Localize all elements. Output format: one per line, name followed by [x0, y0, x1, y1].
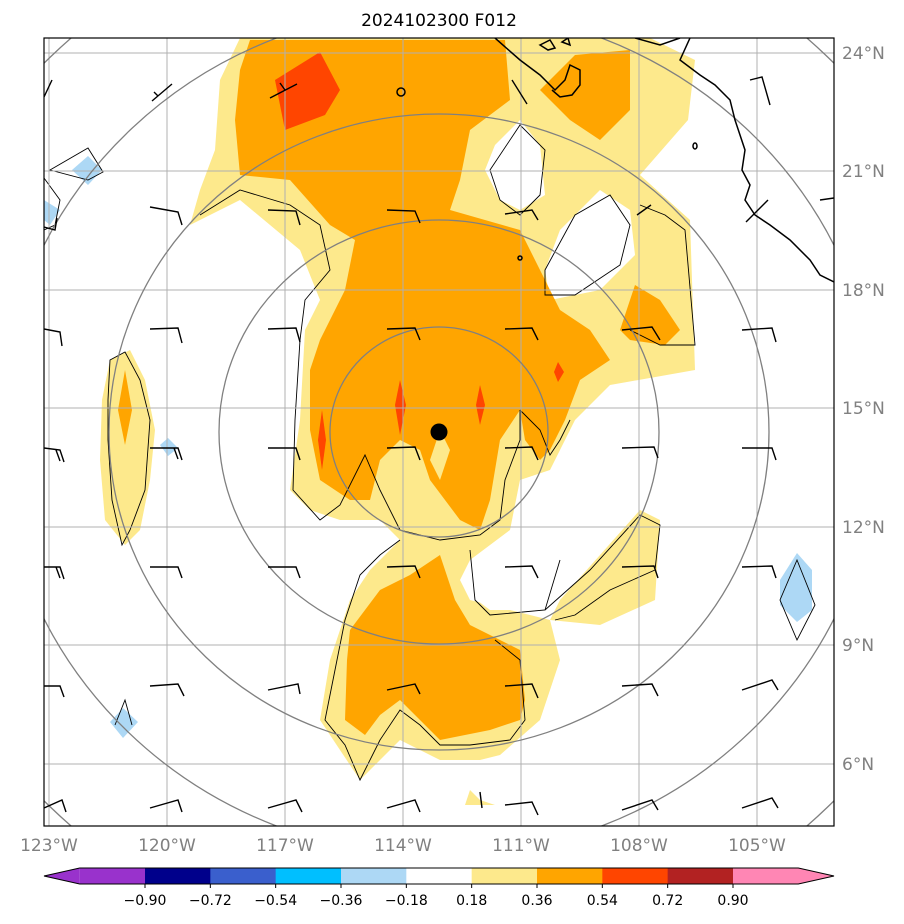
red-region-east [554, 362, 564, 382]
colorbar-tick-label: −0.36 [320, 893, 363, 909]
lon-label: 105°W [728, 836, 786, 856]
coastline [396, 38, 834, 283]
blue-region-4 [780, 553, 812, 622]
colorbar-segments [44, 868, 834, 884]
colorbar-bin [275, 868, 342, 884]
blue-region-3 [160, 438, 178, 456]
yellow-region-south [465, 790, 495, 805]
colorbar-tick-label: 0.36 [521, 893, 552, 909]
zero-contours [44, 124, 816, 782]
center-yellow-hole [430, 430, 450, 480]
colorbar-tick-label: 0.72 [652, 893, 683, 909]
wind-barbs [44, 76, 779, 816]
red-region-center-2 [476, 385, 485, 425]
colorbar: −0.90 −0.72 −0.54 −0.36 −0.18 0.18 0.36 0.54 0.7… [43, 867, 835, 909]
map-title: 2024102300 F012 [361, 11, 517, 31]
blue-region-2 [44, 200, 60, 225]
colorbar-tick-label: 0.54 [587, 893, 618, 909]
colorbar-tick-label: 0.18 [456, 893, 487, 909]
map-frame [43, 37, 835, 827]
white-hole-1 [485, 120, 545, 210]
yellow-region-west [100, 350, 155, 545]
lon-label: 111°W [492, 836, 550, 856]
orange-region-south [345, 555, 525, 740]
colorbar-bin [667, 868, 734, 884]
lon-label: 117°W [256, 836, 314, 856]
colorbar-tick-label: −0.72 [189, 893, 232, 909]
orange-red-contours [275, 52, 564, 470]
lon-label: 114°W [374, 836, 432, 856]
colorbar-frame [43, 867, 835, 885]
colorbar-bin [79, 868, 146, 884]
lat-label: 12°N [842, 518, 885, 538]
colorbar-tick-label: −0.18 [385, 893, 428, 909]
blue-region-5 [110, 708, 138, 738]
lat-label: 21°N [842, 162, 885, 182]
lat-label: 24°N [842, 44, 885, 64]
colorbar-tick-label: −0.54 [254, 893, 297, 909]
colorbar-bin [602, 868, 669, 884]
colorbar-extend-low [44, 868, 80, 884]
colorbar-bin [145, 868, 211, 884]
lon-label: 123°W [20, 836, 78, 856]
colorbar-bin [733, 868, 799, 884]
colorbar-bin [341, 868, 407, 884]
colorbar-tick-label: −0.90 [124, 893, 167, 909]
colorbar-bin [210, 868, 277, 884]
white-hole-2 [545, 190, 635, 300]
storm-center-marker [430, 423, 448, 441]
lat-label: 6°N [842, 755, 874, 775]
lat-labels: 24°N 21°N 18°N 15°N 12°N 9°N 6°N [842, 44, 885, 775]
light-blue-contours [44, 156, 812, 738]
colorbar-bin [537, 868, 603, 884]
white-holes [470, 120, 635, 610]
white-hole-3 [470, 560, 555, 610]
colorbar-extend-high [798, 868, 834, 884]
lat-label: 18°N [842, 281, 885, 301]
colorbar-tick-label: 0.90 [717, 893, 748, 909]
colorbar-ticks: −0.90 −0.72 −0.54 −0.36 −0.18 0.18 0.36 0.54 0.7… [124, 884, 749, 909]
lat-label: 15°N [842, 399, 885, 419]
colorbar-bin [406, 868, 473, 884]
colorbar-bin [471, 868, 538, 884]
lon-label: 108°W [610, 836, 668, 856]
graticule [44, 38, 834, 826]
red-region-center-3 [318, 410, 326, 470]
lat-label: 9°N [842, 636, 874, 656]
lon-label: 120°W [138, 836, 196, 856]
red-region-nw [275, 52, 340, 130]
lon-labels: 123°W 120°W 117°W 114°W 111°W 108°W 105°… [20, 836, 786, 856]
orange-region-e [620, 285, 680, 345]
orange-region-ne [540, 50, 630, 140]
